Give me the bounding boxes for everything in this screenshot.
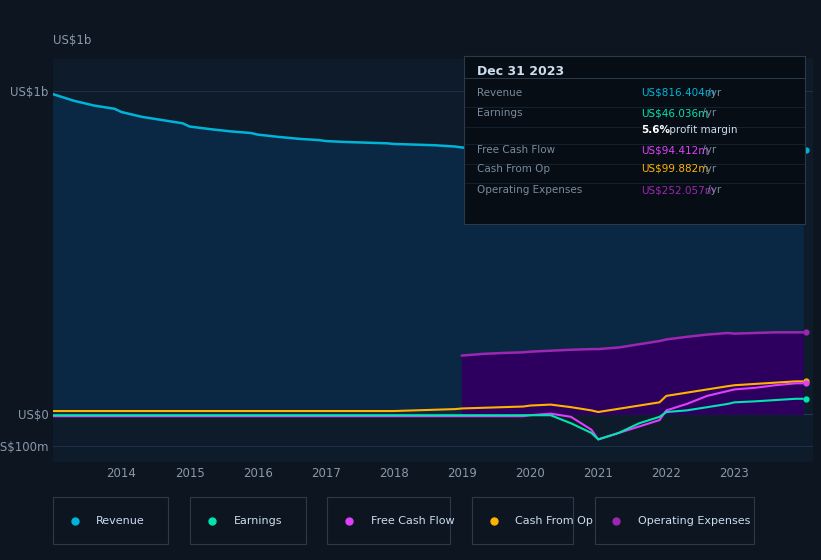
FancyBboxPatch shape (53, 497, 168, 544)
FancyBboxPatch shape (472, 497, 573, 544)
Text: US$816.404m: US$816.404m (641, 88, 715, 98)
Text: Free Cash Flow: Free Cash Flow (478, 145, 556, 155)
Text: Operating Expenses: Operating Expenses (478, 185, 583, 195)
Text: /yr: /yr (699, 108, 716, 118)
Text: Earnings: Earnings (478, 108, 523, 118)
Text: Earnings: Earnings (233, 516, 282, 526)
Text: profit margin: profit margin (667, 125, 738, 135)
Text: /yr: /yr (704, 185, 722, 195)
FancyBboxPatch shape (328, 497, 450, 544)
Text: /yr: /yr (704, 88, 722, 98)
Text: /yr: /yr (699, 164, 716, 174)
Text: Free Cash Flow: Free Cash Flow (371, 516, 454, 526)
Text: US$99.882m: US$99.882m (641, 164, 709, 174)
FancyBboxPatch shape (190, 497, 305, 544)
Text: Revenue: Revenue (96, 516, 145, 526)
Text: Cash From Op: Cash From Op (478, 164, 551, 174)
Text: US$94.412m: US$94.412m (641, 145, 709, 155)
Text: US$1b: US$1b (53, 34, 92, 46)
Text: Dec 31 2023: Dec 31 2023 (478, 66, 565, 78)
FancyBboxPatch shape (594, 497, 754, 544)
Text: Revenue: Revenue (478, 88, 523, 98)
Text: 5.6%: 5.6% (641, 125, 670, 135)
Text: /yr: /yr (699, 145, 716, 155)
Text: Cash From Op: Cash From Op (516, 516, 593, 526)
Text: Operating Expenses: Operating Expenses (638, 516, 750, 526)
Text: US$252.057m: US$252.057m (641, 185, 715, 195)
Text: US$46.036m: US$46.036m (641, 108, 709, 118)
